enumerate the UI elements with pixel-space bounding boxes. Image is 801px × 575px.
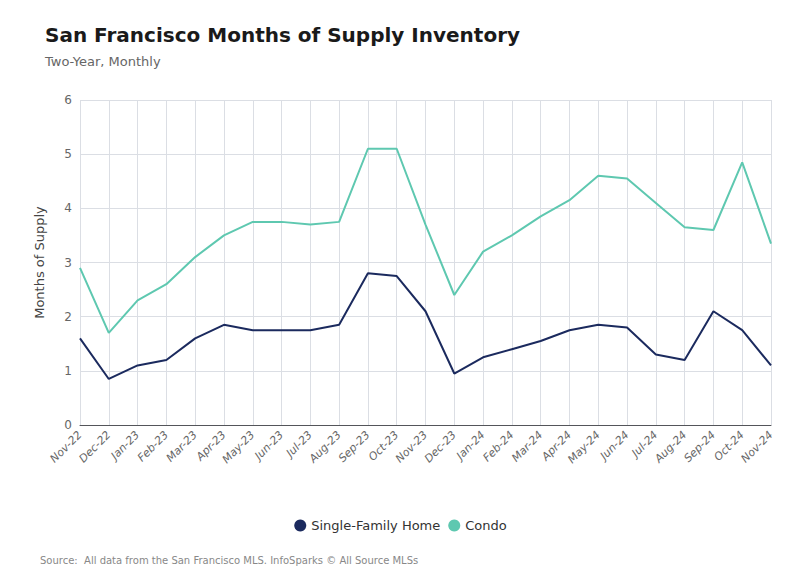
svg-text:6: 6 <box>64 93 72 107</box>
svg-text:Aug-24: Aug-24 <box>651 428 689 466</box>
svg-text:Feb-23: Feb-23 <box>135 428 171 464</box>
svg-text:Single-Family Home: Single-Family Home <box>311 518 440 533</box>
svg-text:May-24: May-24 <box>565 428 603 466</box>
svg-text:May-23: May-23 <box>220 428 258 466</box>
svg-text:Apr-24: Apr-24 <box>539 428 575 464</box>
svg-text:0: 0 <box>64 418 72 432</box>
svg-text:Jul-23: Jul-23 <box>283 428 315 460</box>
svg-text:Jan-23: Jan-23 <box>108 428 143 463</box>
svg-text:Nov-22: Nov-22 <box>47 428 85 466</box>
svg-text:Apr-23: Apr-23 <box>193 428 229 464</box>
svg-text:Nov-24: Nov-24 <box>739 428 776 465</box>
svg-text:Sep-23: Sep-23 <box>336 428 373 465</box>
svg-text:Mar-23: Mar-23 <box>164 428 200 464</box>
svg-text:4: 4 <box>64 201 72 215</box>
svg-text:San Francisco Months of Supply: San Francisco Months of Supply Inventory <box>45 23 520 47</box>
svg-text:1: 1 <box>64 364 72 378</box>
svg-text:5: 5 <box>64 147 72 161</box>
svg-text:Dec-23: Dec-23 <box>422 428 459 465</box>
svg-text:Mar-24: Mar-24 <box>509 428 545 464</box>
svg-text:Feb-24: Feb-24 <box>480 428 516 464</box>
svg-text:Oct-24: Oct-24 <box>711 428 747 464</box>
svg-text:Source: All data from the San: Source: All data from the San Francisco … <box>40 555 418 566</box>
svg-text:2: 2 <box>64 310 72 324</box>
svg-text:Months of Supply: Months of Supply <box>32 206 47 319</box>
svg-text:Nov-23: Nov-23 <box>393 428 431 466</box>
svg-text:Aug-23: Aug-23 <box>306 428 344 466</box>
svg-text:Dec-22: Dec-22 <box>76 428 113 465</box>
svg-text:3: 3 <box>64 256 72 270</box>
svg-text:Jun-24: Jun-24 <box>596 428 631 463</box>
svg-text:Jan-24: Jan-24 <box>453 428 488 463</box>
svg-text:Sep-24: Sep-24 <box>681 428 718 465</box>
svg-text:Jul-24: Jul-24 <box>629 428 661 460</box>
svg-text:Jun-23: Jun-23 <box>251 428 286 463</box>
svg-text:Two-Year, Monthly: Two-Year, Monthly <box>44 54 161 69</box>
svg-text:Condo: Condo <box>465 518 507 533</box>
svg-text:Oct-23: Oct-23 <box>366 428 402 464</box>
